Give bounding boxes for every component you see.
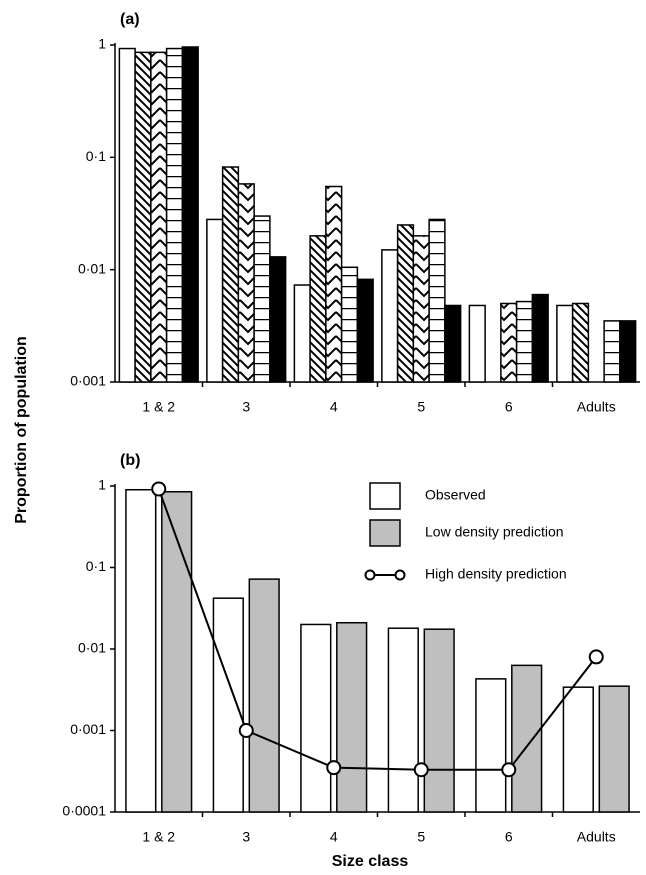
bar — [134, 51, 152, 383]
bar — [515, 300, 534, 383]
legend-label: High density prediction — [425, 566, 567, 582]
legend-label: Observed — [425, 487, 486, 503]
bar — [300, 623, 332, 813]
bar — [468, 304, 486, 383]
line-point — [501, 762, 517, 778]
line-point — [326, 760, 342, 776]
bar — [381, 249, 399, 383]
bar — [356, 278, 374, 383]
bar — [293, 284, 311, 383]
x-tick-label: 4 — [330, 829, 338, 845]
legend-swatch — [369, 519, 401, 547]
x-tick-label: 3 — [242, 829, 250, 845]
x-tick-label: Adults — [577, 399, 616, 415]
y-tick-label: 0·001 — [70, 721, 106, 737]
bar — [336, 621, 368, 813]
x-tick-label: 5 — [417, 829, 425, 845]
bar — [150, 51, 168, 383]
bar — [556, 304, 574, 383]
y-tick-label: 1 — [98, 477, 106, 493]
x-tick-label: 1 & 2 — [142, 829, 175, 845]
bar — [562, 686, 594, 813]
y-tick-label: 0·01 — [78, 640, 106, 656]
bar — [387, 627, 419, 813]
x-tick-label: Adults — [577, 829, 616, 845]
x-tick-label: 3 — [242, 399, 250, 415]
legend-label: Low density prediction — [425, 524, 564, 540]
x-axis-label: Size class — [332, 853, 409, 870]
legend-swatch — [369, 482, 401, 510]
line-point — [413, 762, 429, 778]
x-tick-label: 5 — [417, 399, 425, 415]
bar — [340, 266, 359, 383]
bar — [181, 46, 199, 383]
bar — [571, 302, 590, 383]
line-point — [238, 723, 254, 738]
bar — [428, 218, 446, 383]
legend-marker — [364, 569, 376, 581]
y-tick-label: 1 — [98, 36, 106, 52]
y-tick-label: 0·0001 — [62, 803, 106, 819]
bar — [309, 235, 327, 383]
bar — [118, 47, 136, 383]
bar — [161, 491, 193, 813]
y-tick-label: 0·01 — [78, 260, 106, 276]
bar — [619, 320, 637, 383]
y-tick-label: 0·1 — [86, 148, 106, 164]
y-tick-label: 0·1 — [86, 558, 106, 574]
x-tick-label: 4 — [330, 399, 338, 415]
line — [157, 488, 598, 771]
line-point — [151, 481, 167, 497]
bar — [603, 320, 621, 383]
bar — [248, 578, 280, 813]
bar — [423, 628, 455, 813]
bar — [598, 685, 630, 813]
panel-label: (b) — [120, 452, 140, 469]
bar — [125, 488, 157, 813]
legend-marker — [394, 569, 406, 581]
bar — [500, 302, 518, 383]
x-tick-label: 6 — [505, 829, 513, 845]
bar — [475, 678, 507, 813]
line-point — [588, 649, 604, 665]
bar — [412, 235, 430, 383]
bar — [269, 256, 287, 383]
bar — [165, 47, 184, 383]
bar — [237, 183, 255, 383]
bar — [511, 664, 543, 813]
bar — [531, 293, 549, 383]
bar — [253, 215, 271, 383]
bar — [396, 224, 415, 383]
bar — [206, 218, 224, 383]
bar — [221, 166, 240, 383]
bar — [212, 597, 244, 813]
bar — [325, 185, 343, 383]
x-tick-label: 1 & 2 — [142, 399, 175, 415]
bar — [444, 304, 462, 383]
panel-label: (a) — [120, 11, 140, 28]
x-tick-label: 6 — [505, 399, 513, 415]
y-axis-label: Proportion of population — [13, 336, 30, 524]
y-tick-label: 0·001 — [70, 373, 106, 389]
